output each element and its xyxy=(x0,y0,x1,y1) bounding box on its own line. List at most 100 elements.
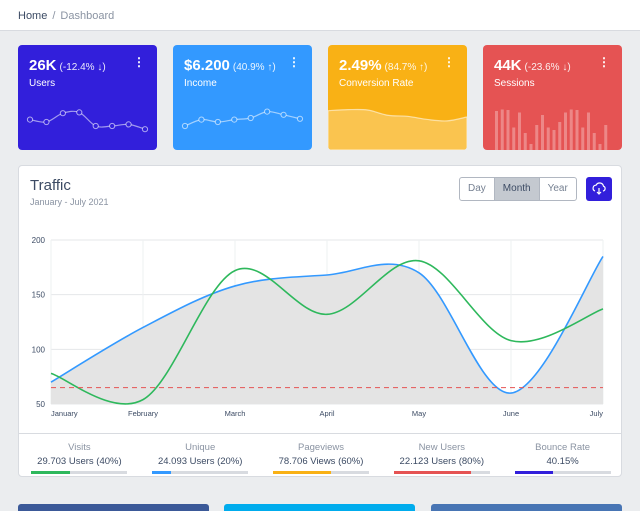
sparkline-point xyxy=(43,118,50,126)
progress-fill xyxy=(152,471,172,474)
stat-value: 24.093 Users (20%) xyxy=(157,456,243,467)
progress-track xyxy=(31,471,128,474)
widget-sparkline xyxy=(26,109,149,133)
stat-title: Bounce Rate xyxy=(535,442,591,453)
x-tick-label: July xyxy=(590,409,604,418)
sparkline-point xyxy=(26,116,34,123)
sparkline-point xyxy=(264,108,271,115)
widget-sessions: 44K (-23.6% ↓) Sessions ⋮ xyxy=(483,45,622,150)
breadcrumb-home[interactable]: Home xyxy=(18,10,48,22)
bar xyxy=(523,133,527,150)
more-vertical-icon[interactable]: ⋮ xyxy=(598,55,610,69)
widget-label: Income xyxy=(184,78,217,89)
y-tick-label: 200 xyxy=(32,236,46,245)
bar xyxy=(535,125,539,150)
x-tick-label: March xyxy=(225,409,246,418)
period-year-button[interactable]: Year xyxy=(547,183,568,194)
sparkline-point xyxy=(125,121,132,128)
y-tick-label: 100 xyxy=(32,345,46,354)
series-line xyxy=(50,255,604,394)
widget-label: Users xyxy=(29,78,56,89)
widget-value: 26K xyxy=(29,57,57,74)
stat-title: Visits xyxy=(68,442,91,453)
bar xyxy=(569,109,573,150)
bar xyxy=(518,112,521,150)
progress-track xyxy=(272,471,369,474)
sparkline-point xyxy=(181,122,189,130)
bar xyxy=(546,127,550,150)
progress-track xyxy=(152,471,249,474)
bar xyxy=(541,115,544,150)
social-card-linkedin xyxy=(431,504,622,511)
progress-fill xyxy=(393,471,471,474)
social-card-facebook xyxy=(18,504,209,511)
download-button[interactable] xyxy=(586,177,612,201)
progress-fill xyxy=(31,471,70,474)
y-tick-label: 150 xyxy=(32,291,46,300)
widget-change: (84.7% ↑) xyxy=(384,62,428,73)
stat-value: 78.706 Views (60%) xyxy=(278,456,364,467)
stat-title: Pageviews xyxy=(298,442,344,453)
more-vertical-icon[interactable]: ⋮ xyxy=(133,55,145,69)
more-vertical-icon[interactable]: ⋮ xyxy=(443,55,455,69)
bar xyxy=(581,127,585,150)
bar xyxy=(552,130,556,150)
sparkline-point xyxy=(59,110,66,117)
stats-row: Visits 29.703 Users (40%) Unique 24.093 … xyxy=(19,433,621,476)
series-area xyxy=(51,256,603,404)
x-tick-label: June xyxy=(503,409,519,418)
widget-area-chart xyxy=(328,108,467,150)
widget-value: 44K xyxy=(494,57,522,74)
stat-new-users: New Users 22.123 Users (80%) xyxy=(381,434,502,476)
stat-value: 22.123 Users (80%) xyxy=(399,456,485,467)
x-tick-label: April xyxy=(319,409,334,418)
x-tick-label: May xyxy=(412,409,426,418)
cloud-download-icon xyxy=(592,182,606,195)
x-tick-label: February xyxy=(128,409,158,418)
sparkline-point xyxy=(141,126,149,133)
sparkline-point xyxy=(231,116,238,123)
widget-value: $6.200 xyxy=(184,57,230,74)
progress-track xyxy=(514,471,611,474)
bar xyxy=(506,110,510,150)
widget-change: (-23.6% ↓) xyxy=(524,62,571,73)
stat-visits: Visits 29.703 Users (40%) xyxy=(19,434,140,476)
period-month-button[interactable]: Month xyxy=(493,178,540,200)
widget-sparkline xyxy=(181,108,304,130)
widget-change: (-12.4% ↓) xyxy=(59,62,106,73)
breadcrumb-separator: / xyxy=(52,10,56,22)
y-tick-label: 50 xyxy=(36,400,45,409)
bar xyxy=(558,122,562,150)
bar xyxy=(512,127,516,150)
progress-fill xyxy=(272,471,331,474)
bar xyxy=(575,110,579,150)
stat-title: New Users xyxy=(418,442,466,453)
breadcrumb-current: Dashboard xyxy=(60,10,115,22)
sparkline-point xyxy=(198,116,205,123)
traffic-chart: 50 100 150 200 January February March April May J… xyxy=(32,236,604,418)
sparkline-point xyxy=(109,122,116,130)
bar xyxy=(598,144,602,150)
widget-income: $6.200 (40.9% ↑) Income ⋮ xyxy=(173,45,312,150)
bar xyxy=(604,125,608,150)
bar xyxy=(500,109,504,150)
progress-fill xyxy=(514,471,553,474)
stat-value: 29.703 Users (40%) xyxy=(37,456,122,467)
stat-bounce-rate: Bounce Rate 40.15% xyxy=(502,434,621,476)
sparkline-point xyxy=(92,122,99,130)
progress-track xyxy=(393,471,490,474)
social-card-twitter xyxy=(224,504,415,511)
sparkline-point xyxy=(296,115,304,122)
bar xyxy=(495,111,498,150)
series-line xyxy=(50,259,604,405)
widget-change: (40.9% ↑) xyxy=(232,62,276,73)
bar xyxy=(592,133,596,150)
card-title: Traffic xyxy=(30,177,71,194)
period-toggle: Day Month Year xyxy=(459,177,577,201)
sparkline-point xyxy=(214,118,221,126)
period-day-button[interactable]: Day xyxy=(468,183,486,194)
bar xyxy=(564,112,567,150)
widget-bar-chart xyxy=(495,109,608,150)
bar xyxy=(529,144,533,150)
more-vertical-icon[interactable]: ⋮ xyxy=(288,55,300,69)
